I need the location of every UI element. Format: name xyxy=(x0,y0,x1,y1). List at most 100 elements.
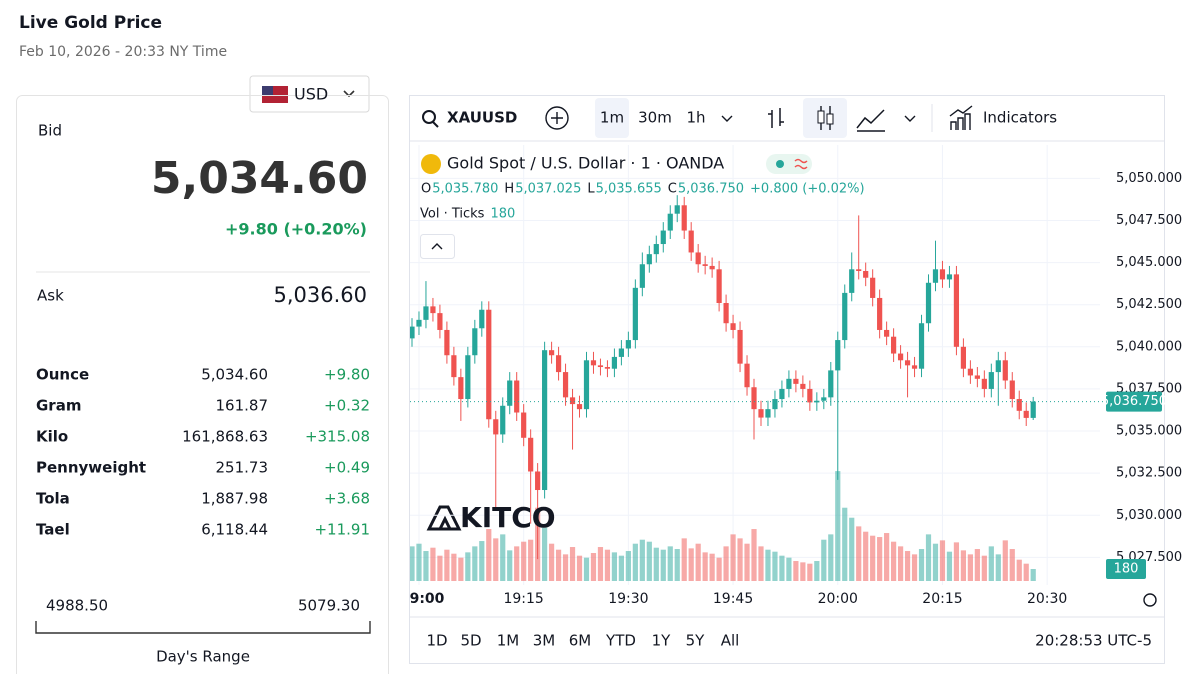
range-button[interactable]: 1Y xyxy=(652,632,672,650)
volume-bar xyxy=(507,550,513,581)
volume-bar xyxy=(479,541,485,581)
unit-change: +0.49 xyxy=(324,459,370,477)
unit-price: 1,887.98 xyxy=(201,490,268,508)
volume-bar xyxy=(486,529,492,581)
volume-bar xyxy=(583,557,590,581)
volume-bar xyxy=(884,533,890,581)
volume-bar xyxy=(737,538,743,581)
volume-bar xyxy=(835,471,841,581)
indicators-icon[interactable] xyxy=(949,105,973,130)
volume-bar xyxy=(995,554,1001,581)
watermark: KITCO xyxy=(460,501,556,534)
currency[interactable]: USD xyxy=(294,85,328,104)
volume-bar xyxy=(576,555,583,581)
candle-body xyxy=(486,309,492,420)
interval-menu[interactable] xyxy=(721,115,733,122)
area-style-icon[interactable] xyxy=(856,109,885,132)
volume-bar xyxy=(555,549,562,581)
volume-bar xyxy=(597,547,604,581)
candle-icon-body xyxy=(826,113,834,125)
range-button[interactable]: 5Y xyxy=(686,632,706,650)
unit-name: Kilo xyxy=(36,428,68,446)
volume-bar xyxy=(458,557,464,581)
volume-bar xyxy=(932,543,939,581)
status-wave xyxy=(794,158,808,170)
range-button[interactable]: 6M xyxy=(569,632,592,650)
unit-change: +315.08 xyxy=(305,428,370,446)
candle-body xyxy=(632,287,638,341)
volume-bar xyxy=(974,549,980,581)
range-button[interactable]: 5D xyxy=(460,632,481,650)
candle-body xyxy=(576,404,583,410)
candle-body xyxy=(904,360,911,366)
search-icon[interactable] xyxy=(422,110,436,124)
indicators[interactable]: Indicators xyxy=(983,109,1057,127)
volume-bar xyxy=(465,552,471,581)
candle-body xyxy=(925,282,932,324)
volume-bar xyxy=(828,534,834,581)
unit-name: Pennyweight xyxy=(36,459,146,477)
volume-bar xyxy=(500,534,506,581)
interval[interactable]: 1h xyxy=(686,109,705,127)
volume-bar xyxy=(562,554,569,581)
candle-body xyxy=(863,270,869,278)
settings-button[interactable] xyxy=(1143,593,1157,607)
candle-body xyxy=(639,264,645,288)
candle-body xyxy=(416,319,422,327)
last-volume-label: 180 xyxy=(1114,562,1139,577)
volume-bar xyxy=(925,534,932,581)
ohlc-value: 5,035.780 xyxy=(432,182,498,197)
collapse-button[interactable] xyxy=(420,234,455,259)
volume-bar xyxy=(814,561,820,581)
candle-body xyxy=(877,297,883,330)
volume-bar xyxy=(514,546,520,581)
candle-body xyxy=(590,360,597,366)
status-pill xyxy=(766,154,812,174)
x-tick-label: 19:45 xyxy=(713,591,753,607)
volume-bar xyxy=(967,554,973,581)
volume-bar xyxy=(423,551,429,581)
candle-body xyxy=(695,252,701,265)
candle-body xyxy=(555,355,562,373)
candle-body xyxy=(779,388,785,400)
volume-legend: Vol · Ticks xyxy=(420,207,485,222)
volume-bar xyxy=(472,546,478,581)
range-button[interactable]: 1M xyxy=(497,632,520,650)
active-interval-bg xyxy=(595,98,629,138)
bid-value: 5,034.60 xyxy=(151,153,368,204)
candle-body xyxy=(430,306,436,314)
volume-bar xyxy=(604,549,611,581)
candle-body xyxy=(911,365,918,369)
last-price-label: 5,036.750 xyxy=(1101,394,1167,409)
range-high: 5079.30 xyxy=(298,597,360,615)
volume-bar xyxy=(758,546,764,581)
ohlc-value: 5,035.655 xyxy=(596,182,662,197)
range-button[interactable]: All xyxy=(721,632,740,650)
range-button[interactable]: 3M xyxy=(533,632,556,650)
interval[interactable]: 1m xyxy=(600,109,624,127)
compare-button[interactable] xyxy=(545,106,569,130)
interval[interactable]: 30m xyxy=(638,109,672,127)
y-tick-label: 5,047.500 xyxy=(1116,213,1182,228)
candle-body xyxy=(423,306,429,320)
volume-bar xyxy=(653,547,659,581)
ohlc-key: C xyxy=(668,182,677,197)
unit-change: +11.91 xyxy=(314,521,370,539)
range-button[interactable]: 1D xyxy=(426,632,447,650)
volume-bar xyxy=(793,561,799,581)
volume-bar xyxy=(437,555,443,581)
candle-body xyxy=(765,409,771,418)
candle-body xyxy=(597,365,604,368)
volume-bar xyxy=(870,535,876,581)
range-button[interactable]: YTD xyxy=(605,632,636,650)
candle-body xyxy=(995,360,1001,373)
candle-body xyxy=(507,380,513,406)
candle-body xyxy=(702,264,708,266)
volume-bar xyxy=(688,548,694,581)
volume-bar xyxy=(807,563,813,581)
candle-body xyxy=(611,356,618,369)
volume-bar xyxy=(410,546,415,581)
candle-body xyxy=(884,329,890,337)
bar-style-icon[interactable] xyxy=(768,108,784,128)
style-menu[interactable] xyxy=(904,115,916,122)
